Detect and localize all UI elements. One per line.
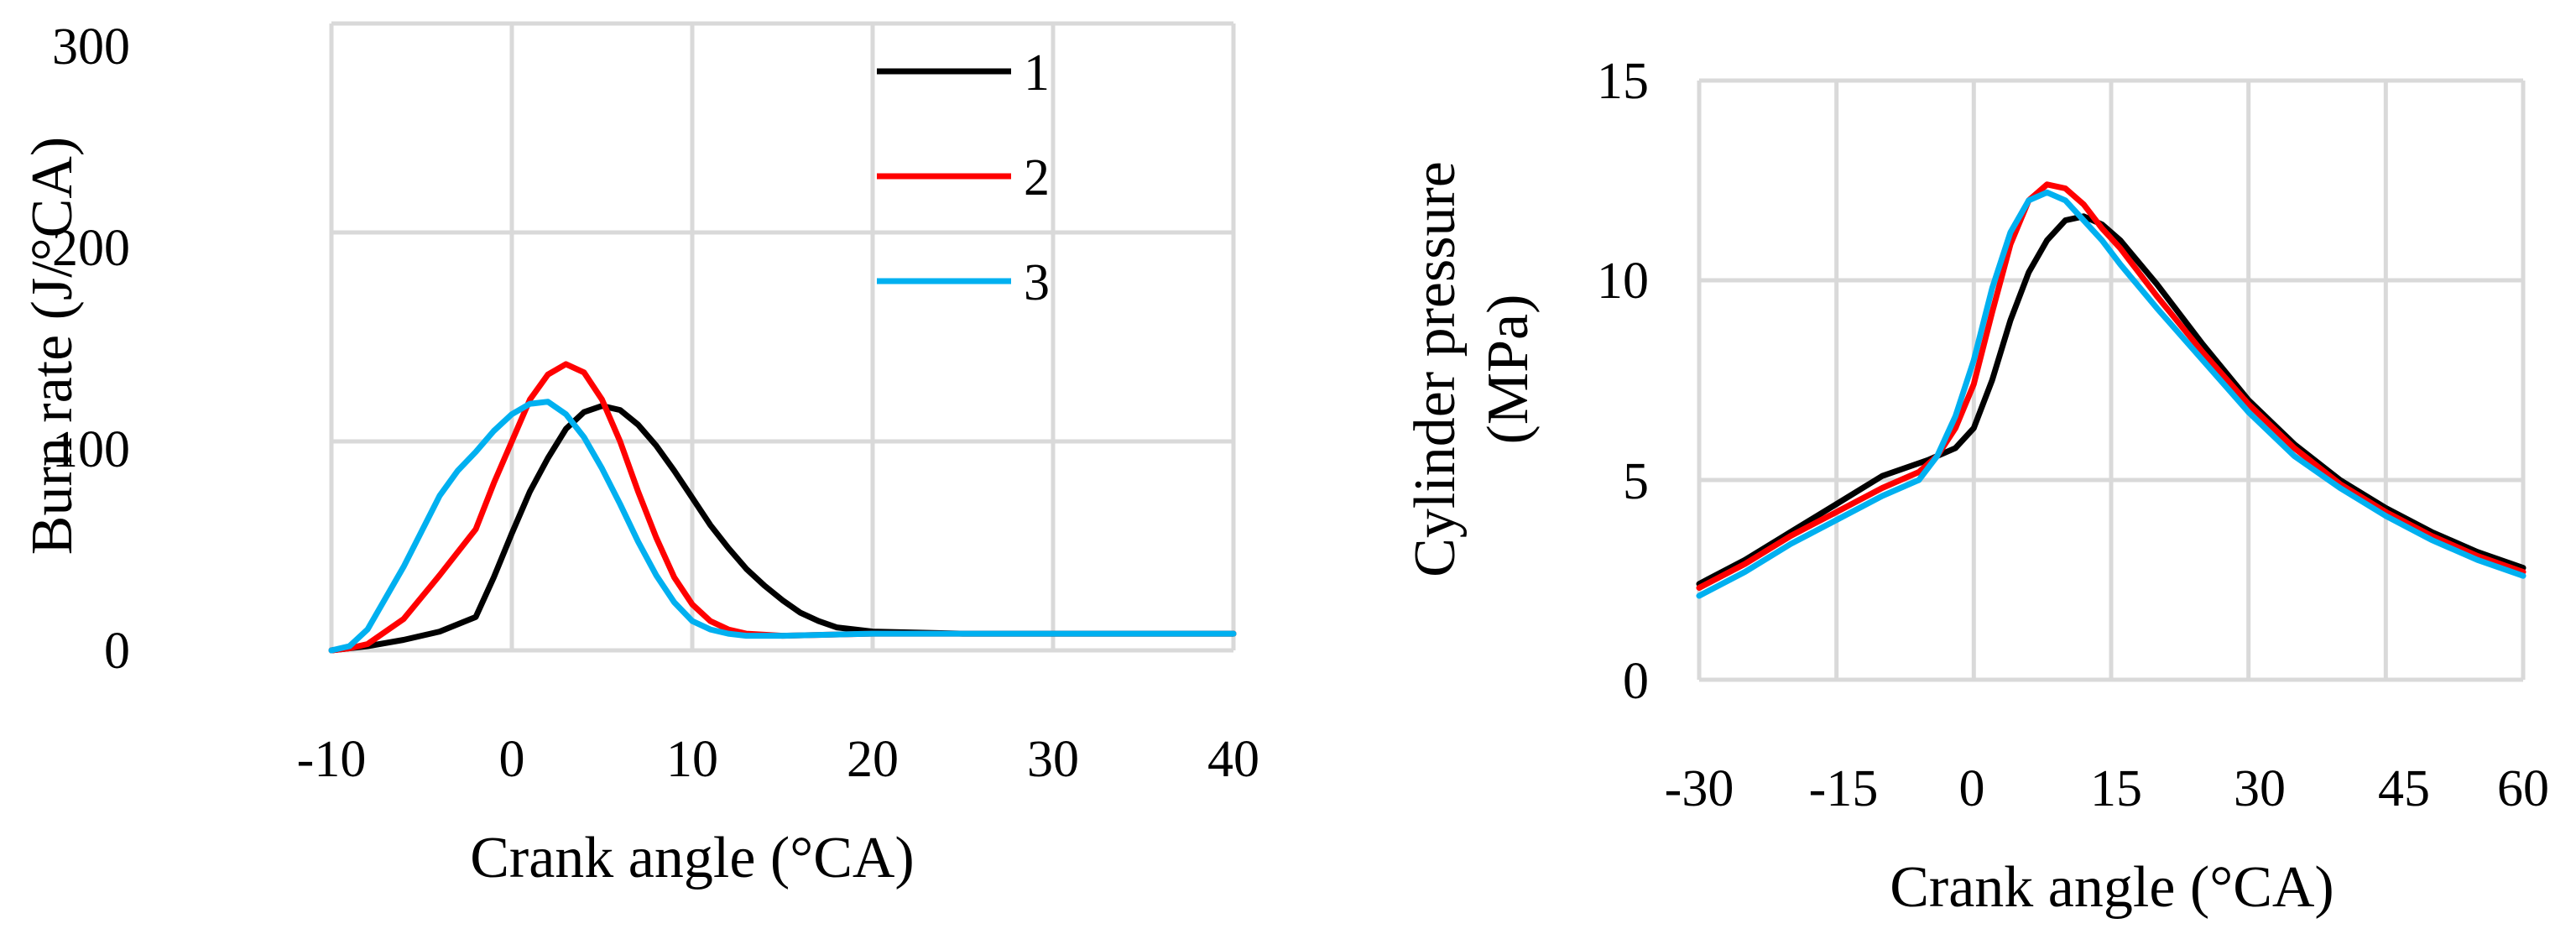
x-tick-label: 10 <box>666 731 718 788</box>
x-tick-label: 60 <box>2497 760 2549 817</box>
burn-rate-series <box>328 361 1237 654</box>
burn-rate-series-line-2[interactable] <box>328 361 1237 654</box>
cylinder-pressure-y-ticks: 0 5 10 15 <box>1597 53 1649 710</box>
y-tick-label: 10 <box>1597 253 1649 310</box>
legend-entry[interactable]: 2 <box>877 149 1050 206</box>
cylinder-pressure-series-line-3[interactable] <box>1696 189 2526 599</box>
burn-rate-x-axis-title: Crank angle (°CA) <box>470 826 915 890</box>
cylinder-pressure-gridlines <box>1697 78 2526 682</box>
legend-entry[interactable]: 3 <box>877 254 1050 311</box>
burn-rate-chart: 0 100 200 300 -10 0 10 20 30 40 Crank an… <box>20 18 1259 890</box>
x-tick-label: 40 <box>1207 731 1259 788</box>
x-tick-label: 20 <box>847 731 899 788</box>
legend: 1 2 3 <box>877 44 1050 311</box>
cylinder-pressure-x-ticks: -30 -15 0 15 30 45 60 <box>1665 760 2549 817</box>
cylinder-pressure-y-axis-unit: (MPa) <box>1476 295 1541 445</box>
x-tick-label: 30 <box>2234 760 2286 817</box>
x-tick-label: 30 <box>1027 731 1079 788</box>
x-tick-label: 0 <box>499 731 525 788</box>
x-tick-label: -15 <box>1809 760 1879 817</box>
x-tick-label: -10 <box>297 731 367 788</box>
legend-entry[interactable]: 1 <box>877 44 1050 102</box>
burn-rate-series-line-3[interactable] <box>328 399 1237 654</box>
cylinder-pressure-x-axis-title: Crank angle (°CA) <box>1890 855 2334 920</box>
legend-label: 2 <box>1024 149 1050 206</box>
y-tick-label: 100 <box>52 421 130 478</box>
burn-rate-series-line-1[interactable] <box>328 403 1237 654</box>
cylinder-pressure-series-line-1[interactable] <box>1696 213 2526 587</box>
burn-rate-gridlines <box>329 21 1236 653</box>
burn-rate-y-axis-title: Burn rate (J/°CA) <box>20 137 85 555</box>
legend-label: 3 <box>1024 254 1050 311</box>
y-tick-label: 200 <box>52 220 130 277</box>
x-tick-label: 0 <box>1959 760 1985 817</box>
burn-rate-x-ticks: -10 0 10 20 30 40 <box>297 731 1259 788</box>
cylinder-pressure-chart: 0 5 10 15 -30 -15 0 15 30 45 60 Crank an… <box>1403 53 2549 920</box>
y-tick-label: 0 <box>104 623 130 680</box>
x-tick-label: -30 <box>1665 760 1734 817</box>
burn-rate-y-ticks: 0 100 200 300 <box>52 18 130 680</box>
cylinder-pressure-series-line-2[interactable] <box>1696 181 2526 591</box>
y-tick-label: 300 <box>52 18 130 76</box>
legend-label: 1 <box>1024 44 1050 102</box>
y-tick-label: 5 <box>1623 453 1649 510</box>
cylinder-pressure-y-axis-title: Cylinder pressure <box>1403 161 1468 577</box>
y-tick-label: 0 <box>1623 653 1649 710</box>
cylinder-pressure-series <box>1696 181 2526 599</box>
x-tick-label: 15 <box>2090 760 2142 817</box>
y-tick-label: 15 <box>1597 53 1649 110</box>
x-tick-label: 45 <box>2378 760 2430 817</box>
